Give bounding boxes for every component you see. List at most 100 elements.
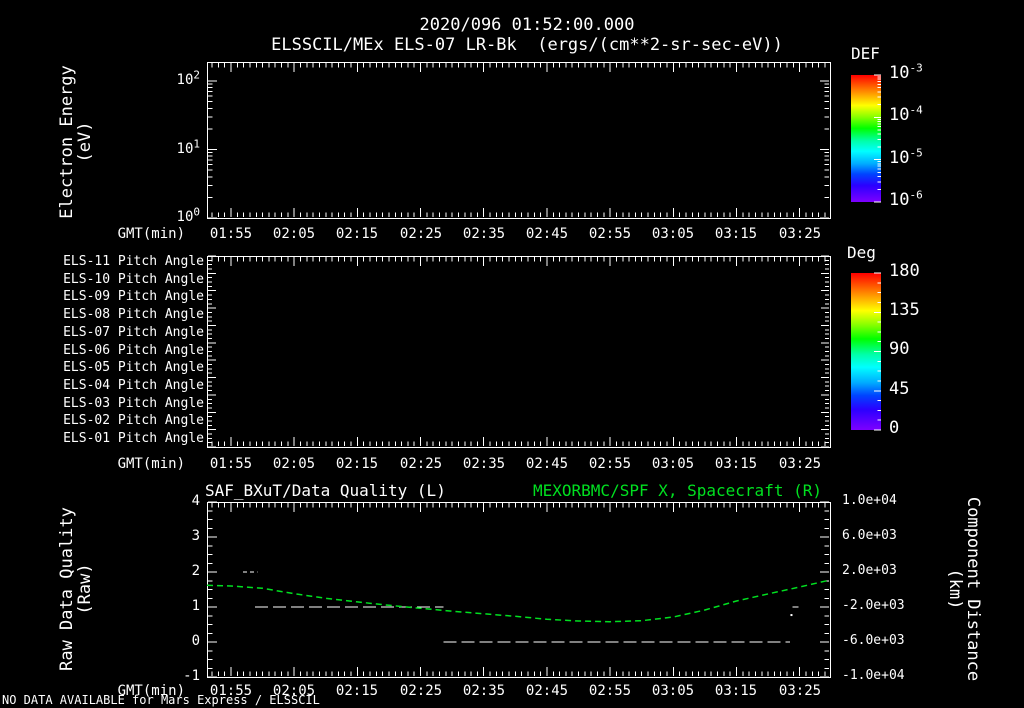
gmt-axis-label-row3: GMT(min) (117, 683, 185, 699)
raw-data-quality-axis-label-line1: Raw Data Quality (57, 507, 77, 671)
def-colorbar-title: DEF (851, 44, 880, 63)
energy-tick-label-base: 10 (176, 141, 194, 157)
time-tick-label-row1: 03:15 (714, 226, 758, 242)
panel1-frame (207, 62, 831, 219)
pitch-row-label: ELS-04 Pitch Angle (63, 378, 204, 393)
time-tick-label-row3: 02:05 (272, 683, 316, 699)
distance-tick-label: -1.0e+04 (842, 668, 905, 683)
time-tick-label-row1: 01:55 (209, 226, 253, 242)
time-tick-label-row1: 03:25 (778, 226, 822, 242)
time-tick-label-row2: 02:55 (588, 456, 632, 472)
pitch-row-label: ELS-06 Pitch Angle (63, 343, 204, 358)
time-tick-label-row3: 02:15 (335, 683, 379, 699)
quality-tick-label: 4 (191, 493, 200, 509)
deg-tick-label: 90 (889, 339, 910, 359)
raw-data-quality-axis-label: Raw Data Quality (Raw) (57, 469, 95, 708)
deg-tick-label: 45 (889, 379, 910, 399)
panel2-frame (207, 255, 831, 448)
distance-tick-label: -6.0e+03 (842, 633, 905, 648)
panel3-frame (207, 501, 831, 678)
def-tick-label-exponent: -4 (909, 103, 923, 117)
time-tick-label-row2: 03:15 (714, 456, 758, 472)
energy-tick-label: 102 (148, 69, 200, 88)
distance-tick-label: 6.0e+03 (842, 528, 897, 543)
time-tick-label-row2: 03:25 (778, 456, 822, 472)
time-tick-label-row2: 02:35 (462, 456, 506, 472)
quality-tick-label: -1 (183, 668, 200, 684)
def-colorbar (851, 74, 881, 203)
time-tick-label-row3: 02:25 (399, 683, 443, 699)
time-tick-label-row3: 01:55 (209, 683, 253, 699)
distance-tick-label: 2.0e+03 (842, 563, 897, 578)
energy-tick-label-exponent: 0 (193, 205, 200, 219)
time-tick-label-row1: 02:35 (462, 226, 506, 242)
pitch-row-label: ELS-03 Pitch Angle (63, 396, 204, 411)
energy-tick-label-base: 10 (176, 209, 194, 225)
time-tick-label-row1: 02:45 (525, 226, 569, 242)
def-tick-label-base: 10 (889, 148, 910, 168)
pitch-row-label: ELS-10 Pitch Angle (63, 272, 204, 287)
time-tick-label-row3: 02:35 (462, 683, 506, 699)
time-tick-label-row1: 02:55 (588, 226, 632, 242)
data-quality-title: SAF_BXuT/Data Quality (L) (205, 481, 446, 500)
time-tick-label-row2: 02:15 (335, 456, 379, 472)
page-title: 2020/096 01:52:00.000 (419, 15, 635, 35)
time-tick-label-row3: 02:55 (588, 683, 632, 699)
quality-tick-label: 1 (191, 598, 200, 614)
energy-tick-label-base: 10 (176, 72, 194, 88)
pitch-row-label: ELS-01 Pitch Angle (63, 431, 204, 446)
def-tick-label-base: 10 (889, 105, 910, 125)
deg-tick-label: 0 (889, 418, 900, 438)
pitch-row-label: ELS-09 Pitch Angle (63, 289, 204, 304)
time-tick-label-row3: 03:25 (778, 683, 822, 699)
component-distance-axis-label-line2: (km) (945, 568, 965, 610)
time-tick-label-row3: 03:05 (651, 683, 695, 699)
time-tick-label-row1: 02:15 (335, 226, 379, 242)
time-tick-label-row2: 02:45 (525, 456, 569, 472)
footer-no-data-note: NO DATA AVAILABLE for Mars Express / ELS… (2, 693, 320, 707)
pitch-row-label: ELS-08 Pitch Angle (63, 307, 204, 322)
energy-tick-label-exponent: 1 (193, 137, 200, 151)
time-tick-label-row2: 03:05 (651, 456, 695, 472)
def-tick-label: 10-5 (889, 146, 923, 168)
component-distance-axis-label: Component Distance (km) (945, 469, 983, 708)
def-tick-label-exponent: -3 (909, 61, 923, 75)
pitch-row-label: ELS-02 Pitch Angle (63, 413, 204, 428)
spacecraft-distance-series (206, 579, 831, 623)
energy-tick-label-exponent: 2 (193, 68, 200, 82)
def-tick-label: 10-6 (889, 188, 923, 210)
component-distance-axis-label-line1: Component Distance (963, 496, 983, 682)
time-tick-label-row3: 03:15 (714, 683, 758, 699)
def-tick-label-exponent: -5 (909, 146, 923, 160)
def-tick-label: 10-4 (889, 103, 923, 125)
time-tick-label-row1: 02:25 (399, 226, 443, 242)
page-subtitle: ELSSCIL/MEx ELS-07 LR-Bk (ergs/(cm**2-sr… (271, 35, 783, 55)
distance-tick-label: 1.0e+04 (842, 493, 897, 508)
deg-colorbar-title: Deg (847, 243, 876, 262)
spacecraft-distance-title: MEXORBMC/SPF X, Spacecraft (R) (533, 481, 822, 500)
def-tick-label-exponent: -6 (909, 188, 923, 202)
gmt-axis-label-row2: GMT(min) (117, 456, 185, 472)
deg-colorbar (851, 272, 881, 431)
def-tick-label-base: 10 (889, 63, 910, 83)
deg-tick-label: 135 (889, 300, 920, 320)
quality-tick-label: 2 (191, 563, 200, 579)
distance-tick-label: -2.0e+03 (842, 598, 905, 613)
def-tick-label: 10-3 (889, 61, 923, 83)
energy-tick-label: 101 (148, 138, 200, 157)
pitch-row-label: ELS-05 Pitch Angle (63, 360, 204, 375)
time-tick-label-row2: 02:25 (399, 456, 443, 472)
quality-tick-label: 0 (191, 633, 200, 649)
def-tick-label-base: 10 (889, 190, 910, 210)
pitch-row-label: ELS-07 Pitch Angle (63, 325, 204, 340)
energy-tick-label: 100 (148, 206, 200, 225)
time-tick-label-row1: 02:05 (272, 226, 316, 242)
time-tick-label-row3: 02:45 (525, 683, 569, 699)
deg-tick-label: 180 (889, 261, 920, 281)
pitch-row-label: ELS-11 Pitch Angle (63, 254, 204, 269)
time-tick-label-row2: 02:05 (272, 456, 316, 472)
time-tick-label-row2: 01:55 (209, 456, 253, 472)
raw-data-quality-axis-label-line2: (Raw) (75, 563, 95, 615)
